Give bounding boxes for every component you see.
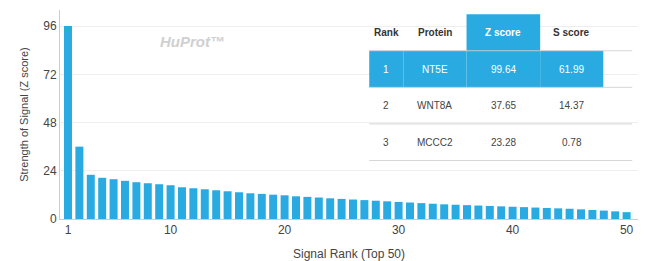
svg-text:2: 2 (383, 100, 389, 111)
svg-text:WNT8A: WNT8A (417, 100, 452, 111)
svg-text:40: 40 (506, 223, 520, 237)
svg-text:Signal Rank (Top 50): Signal Rank (Top 50) (293, 247, 405, 261)
svg-text:23.28: 23.28 (491, 137, 516, 148)
svg-text:Protein: Protein (418, 27, 452, 38)
svg-text:61.99: 61.99 (559, 64, 584, 75)
svg-text:1: 1 (383, 64, 389, 75)
svg-text:1: 1 (65, 223, 72, 237)
svg-text:MCCC2: MCCC2 (417, 137, 453, 148)
svg-text:96: 96 (43, 19, 57, 33)
svg-text:0: 0 (50, 212, 57, 226)
svg-text:99.64: 99.64 (491, 64, 516, 75)
svg-text:Strength of Signal (Z score): Strength of Signal (Z score) (18, 47, 30, 182)
svg-text:50: 50 (620, 223, 634, 237)
svg-text:3: 3 (383, 137, 389, 148)
svg-text:HuProt™: HuProt™ (160, 33, 225, 50)
svg-text:Rank: Rank (374, 27, 399, 38)
svg-text:72: 72 (43, 68, 57, 82)
svg-text:48: 48 (43, 116, 57, 130)
svg-text:24: 24 (43, 164, 57, 178)
svg-text:20: 20 (278, 223, 292, 237)
svg-text:Z score: Z score (485, 27, 521, 38)
svg-text:30: 30 (392, 223, 406, 237)
svg-text:14.37: 14.37 (559, 100, 584, 111)
svg-text:0.78: 0.78 (562, 137, 582, 148)
svg-text:10: 10 (164, 223, 178, 237)
svg-text:S score: S score (553, 27, 590, 38)
svg-text:37.65: 37.65 (491, 100, 516, 111)
svg-text:NT5E: NT5E (422, 64, 448, 75)
